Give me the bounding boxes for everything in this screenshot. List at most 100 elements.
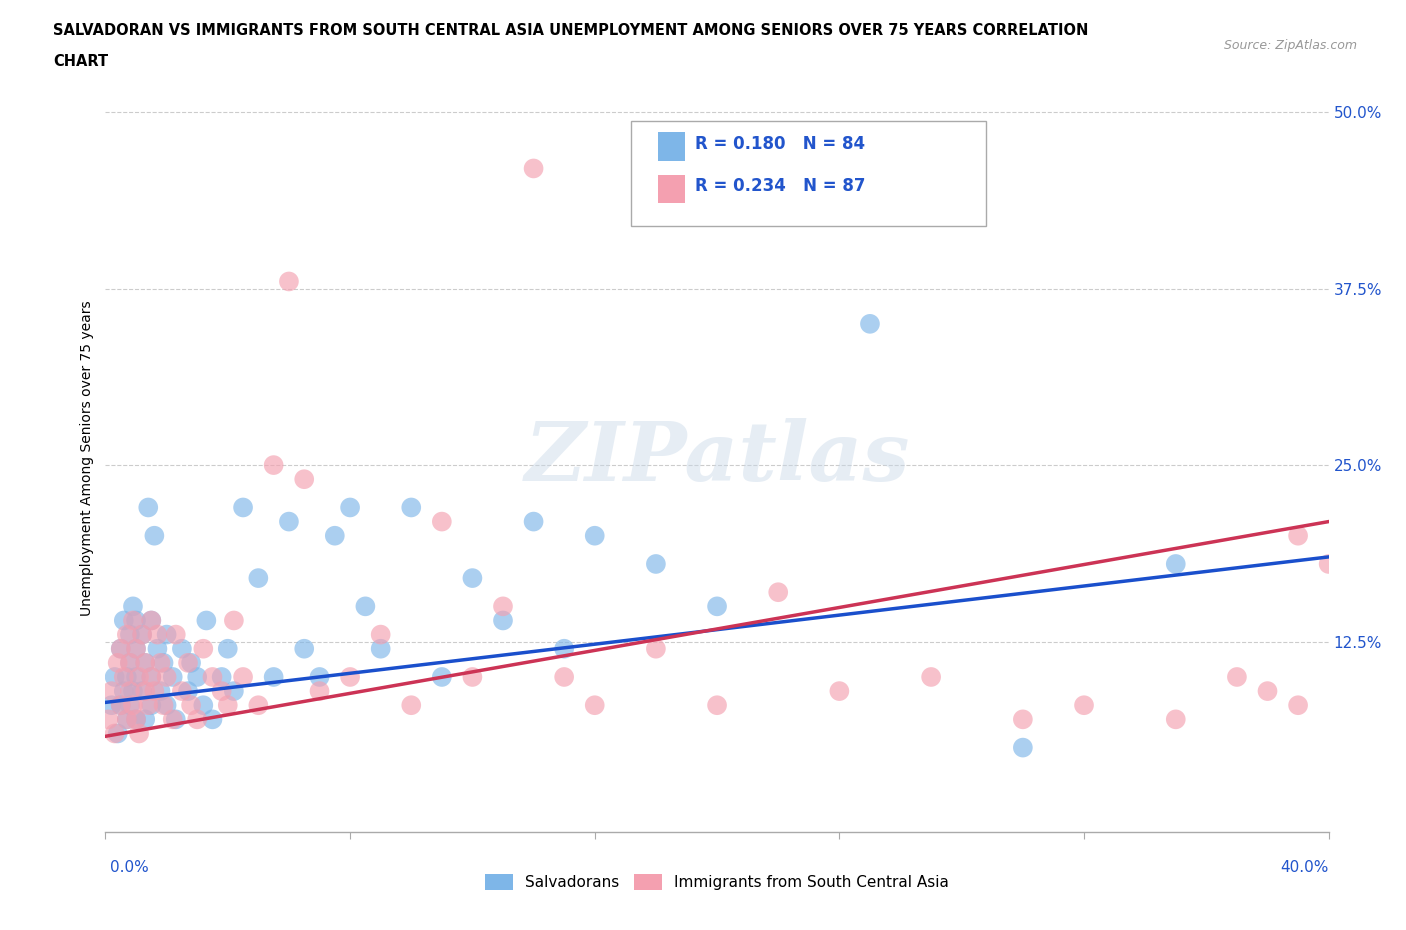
Point [461,670,484,684]
Point [339,670,361,684]
Point [170,642,193,657]
Point [100,684,122,698]
Text: CHART: CHART [53,54,108,69]
Point [118,698,141,712]
Point [110,698,132,712]
Point [768,585,790,600]
Point [162,670,184,684]
Point [217,642,239,657]
Point [125,642,148,657]
Point [100,698,122,712]
Point [1011,711,1033,726]
Point [553,670,575,684]
Point [125,613,148,628]
Point [706,698,728,712]
Point [492,599,515,614]
Point [523,514,546,529]
Point [143,684,166,698]
Text: SALVADORAN VS IMMIGRANTS FROM SOUTH CENTRAL ASIA UNEMPLOYMENT AMONG SENIORS OVER: SALVADORAN VS IMMIGRANTS FROM SOUTH CENT… [53,23,1088,38]
Point [118,656,141,671]
Point [523,161,546,176]
Point [112,613,135,628]
Point [149,684,172,698]
Point [122,613,145,628]
Point [131,627,153,642]
Point [115,711,138,726]
Point [115,627,138,642]
Point [247,571,270,586]
Point [461,571,484,586]
Point [263,670,285,684]
Point [201,670,224,684]
Point [583,528,606,543]
Point [644,556,666,571]
Point [152,698,174,712]
Point [217,698,239,712]
Point [399,698,422,712]
Point [115,711,138,726]
Point [1286,528,1309,543]
Text: 0.0%: 0.0% [110,860,149,875]
Point [134,656,156,671]
Point [128,670,150,684]
Point [107,656,129,671]
Point [186,711,208,726]
Point [165,627,187,642]
Point [146,627,169,642]
Point [104,726,127,741]
Point [354,599,377,614]
Point [247,698,270,712]
Point [118,656,141,671]
Point [193,698,215,712]
Point [110,698,132,712]
Point [128,726,150,741]
Point [1073,698,1095,712]
Point [180,698,202,712]
Point [107,726,129,741]
Point [292,642,315,657]
Point [180,656,202,671]
Point [125,711,148,726]
Point [177,656,200,671]
Point [165,711,187,726]
Point [292,472,315,486]
Point [553,642,575,657]
Point [177,684,200,698]
Point [399,500,422,515]
Point [112,670,135,684]
Point [583,698,606,712]
Point [152,656,174,671]
Point [146,642,169,657]
Point [131,627,153,642]
Point [1164,711,1187,726]
Text: R = 0.180   N = 84: R = 0.180 N = 84 [695,135,865,153]
Point [222,684,245,698]
Point [122,599,145,614]
Point [143,528,166,543]
Point [1011,740,1033,755]
Point [370,642,392,657]
FancyBboxPatch shape [658,175,685,204]
Point [115,670,138,684]
Point [706,599,728,614]
Point [186,670,208,684]
FancyBboxPatch shape [631,121,986,226]
Point [122,684,145,698]
Point [112,684,135,698]
Point [155,670,177,684]
Point [170,684,193,698]
Point [920,670,942,684]
Point [134,656,156,671]
Point [201,711,224,726]
Point [125,670,148,684]
Point [323,528,346,543]
Point [859,316,882,331]
Point [131,684,153,698]
Point [155,627,177,642]
Point [118,627,141,642]
Point [155,698,177,712]
Point [277,514,299,529]
Point [232,670,254,684]
Point [110,642,132,657]
Point [118,684,141,698]
